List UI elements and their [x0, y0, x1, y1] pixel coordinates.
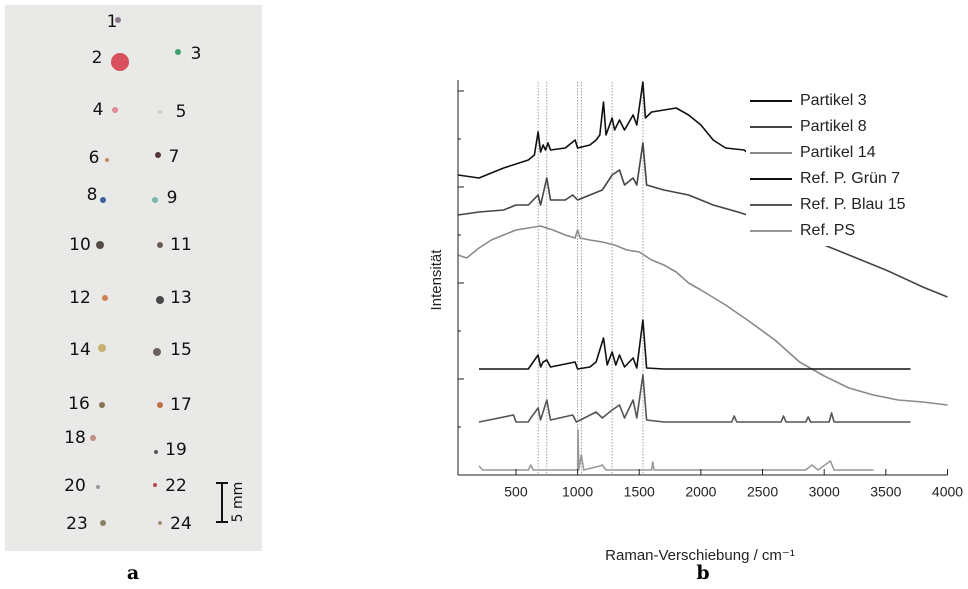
- particle-label: 7: [169, 147, 180, 167]
- particle-label: 6: [89, 148, 100, 168]
- particle-label: 9: [167, 188, 178, 208]
- particle: [115, 17, 121, 23]
- particle: [99, 402, 105, 408]
- caption: b: [696, 562, 709, 584]
- spectrum-line: [479, 319, 911, 370]
- particle-label: 24: [170, 514, 192, 534]
- particle: [175, 49, 181, 55]
- particle: [96, 241, 104, 249]
- x-tick-label: 4000: [932, 484, 963, 500]
- x-tick-label: 3500: [870, 484, 901, 500]
- particle-label: 20: [64, 476, 86, 496]
- particle: [154, 450, 158, 454]
- legend-label: Ref. PS: [800, 222, 855, 239]
- particle: [157, 402, 163, 408]
- particle: [102, 295, 108, 301]
- particle: [153, 483, 157, 487]
- particle-label: 16: [68, 394, 90, 414]
- particle-label: 8: [87, 185, 98, 205]
- particle-label: 23: [66, 514, 88, 534]
- legend-label: Partikel 14: [800, 144, 876, 161]
- particle-label: 2: [92, 48, 103, 68]
- particle: [157, 242, 163, 248]
- particle: [156, 296, 164, 304]
- particle-label: 4: [93, 100, 104, 120]
- x-tick-label: 2000: [685, 484, 716, 500]
- particle: [100, 197, 106, 203]
- legend-label: Ref. P. Blau 15: [800, 196, 906, 213]
- particle-label: 10: [69, 235, 91, 255]
- particle: [98, 344, 106, 352]
- spectrum-line: [457, 81, 942, 243]
- particle-label: 11: [170, 235, 192, 255]
- scale-bar: [216, 482, 228, 523]
- particle: [96, 485, 100, 489]
- particle: [105, 158, 109, 162]
- particle: [158, 521, 162, 525]
- particle-label: 14: [69, 340, 91, 360]
- spectrum-line: [478, 429, 874, 471]
- legend-label: Ref. P. Grün 7: [800, 170, 900, 187]
- particle-label: 5: [176, 102, 187, 122]
- x-tick-label: 1000: [562, 484, 593, 500]
- particle-label: 12: [69, 288, 91, 308]
- particle: [111, 53, 129, 71]
- particle-label: 18: [64, 428, 86, 448]
- legend-label: Partikel 8: [800, 118, 867, 135]
- particle-label: 3: [191, 44, 202, 64]
- y-axis-label: Intensität: [428, 249, 445, 311]
- particle-label: 17: [170, 395, 192, 415]
- particle: [155, 152, 161, 158]
- legend-label: Partikel 3: [800, 92, 867, 109]
- particle: [153, 348, 161, 356]
- x-tick-label: 500: [504, 484, 528, 500]
- particle: [100, 520, 106, 526]
- scale-label: 5 mm: [230, 482, 246, 523]
- particle-label: 19: [165, 440, 187, 460]
- x-tick-label: 3000: [809, 484, 840, 500]
- particle-label: 13: [170, 288, 192, 308]
- particle: [158, 110, 162, 114]
- spectrum-line: [457, 225, 948, 406]
- legend-box: [746, 88, 948, 246]
- particle-label: 15: [170, 340, 192, 360]
- x-axis-label: Raman-Verschiebung / cm⁻¹: [605, 547, 795, 564]
- particle: [112, 107, 118, 113]
- particle-label: 22: [165, 476, 187, 496]
- spectrum-line: [478, 374, 911, 423]
- caption: a: [127, 562, 139, 584]
- photo-background: [5, 5, 262, 551]
- particle: [152, 197, 158, 203]
- particle: [90, 435, 96, 441]
- particle-label: 1: [107, 12, 118, 32]
- x-tick-label: 2500: [747, 484, 778, 500]
- x-tick-label: 1500: [624, 484, 655, 500]
